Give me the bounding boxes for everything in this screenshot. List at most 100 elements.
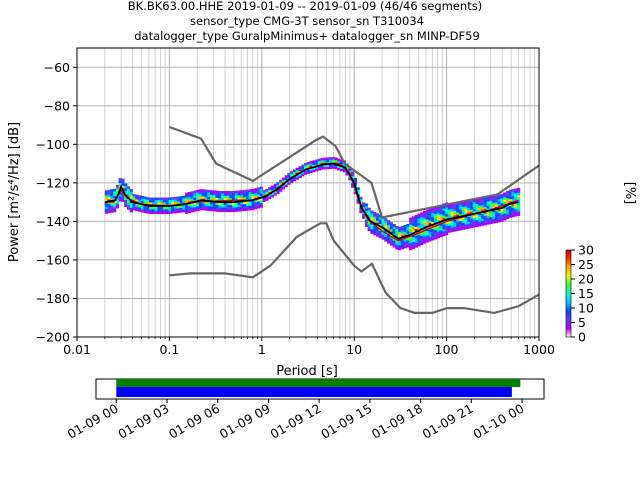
histogram-cell	[364, 222, 369, 225]
histogram-cell	[445, 223, 449, 226]
histogram-cell	[492, 213, 496, 217]
histogram-cell	[259, 198, 263, 201]
colorbar-tick-label: 20	[578, 272, 594, 287]
histogram-cell	[251, 202, 255, 206]
histogram-cell	[517, 204, 521, 207]
histogram-cell	[140, 205, 144, 208]
histogram-cell	[381, 232, 385, 236]
histogram-cell	[414, 226, 418, 230]
histogram-cell	[406, 244, 410, 248]
histogram-cell	[486, 215, 490, 218]
histogram-cell	[411, 230, 416, 233]
histogram-cell	[207, 205, 211, 209]
histogram-cell	[193, 192, 197, 196]
histogram-cell	[135, 194, 139, 198]
histogram-cell	[381, 227, 385, 231]
histogram-cell	[298, 168, 302, 172]
histogram-cell	[475, 219, 479, 223]
histogram-cell	[171, 201, 175, 205]
histogram-cell	[470, 202, 474, 205]
histogram-cell	[478, 200, 482, 204]
histogram-cell	[193, 206, 197, 210]
histogram-cell	[400, 239, 405, 243]
histogram-cell	[143, 210, 147, 214]
histogram-cell	[445, 207, 449, 210]
histogram-cell	[475, 201, 479, 204]
histogram-cell	[434, 218, 438, 221]
histogram-cell	[453, 210, 457, 214]
histogram-cell	[115, 184, 120, 188]
timeline-data-bar	[116, 379, 521, 387]
histogram-cell	[256, 189, 261, 193]
histogram-cell	[312, 167, 316, 170]
histogram-cell	[483, 213, 488, 216]
histogram-cell	[254, 190, 258, 194]
histogram-cell	[124, 197, 128, 201]
histogram-cell	[381, 237, 385, 240]
histogram-cell	[259, 202, 263, 206]
histogram-cell	[234, 197, 239, 201]
histogram-cell	[508, 191, 512, 195]
histogram-cell	[436, 226, 440, 230]
histogram-cell	[198, 193, 203, 197]
histogram-cell	[317, 165, 322, 169]
x-tick-label: 0.01	[63, 342, 91, 357]
histogram-cell	[290, 173, 294, 177]
histogram-cell	[218, 190, 222, 194]
histogram-cell	[237, 202, 241, 205]
histogram-cell	[486, 208, 490, 211]
histogram-cell	[508, 198, 512, 202]
histogram-cell	[481, 197, 485, 201]
histogram-cell	[475, 210, 479, 214]
histogram-cell	[240, 197, 244, 200]
histogram-cell	[458, 220, 463, 224]
histogram-cell	[514, 211, 518, 215]
histogram-cell	[281, 184, 286, 188]
histogram-cell	[389, 238, 393, 241]
histogram-cell	[149, 206, 153, 210]
histogram-cell	[151, 211, 156, 214]
chart-title: BK.BK63.00.HHE 2019-01-09 -- 2019-01-09 …	[128, 0, 482, 43]
histogram-cell	[406, 226, 410, 229]
histogram-cell	[306, 171, 310, 174]
histogram-cell	[467, 200, 471, 204]
histogram-cell	[406, 224, 410, 227]
histogram-cell	[439, 234, 443, 238]
histogram-cell	[187, 194, 191, 197]
histogram-cell	[494, 201, 499, 205]
histogram-cell	[395, 228, 399, 231]
histogram-cell	[243, 201, 247, 205]
histogram-cell	[511, 198, 515, 201]
histogram-cell	[173, 199, 178, 202]
histogram-cell	[475, 212, 479, 216]
histogram-cell	[182, 209, 186, 213]
histogram-cell	[409, 243, 413, 246]
histogram-cell	[215, 190, 219, 194]
histogram-cell	[251, 195, 255, 199]
histogram-cell	[207, 194, 211, 198]
histogram-cell	[234, 204, 239, 208]
histogram-cell	[126, 207, 131, 210]
histogram-cell	[132, 198, 136, 202]
histogram-cell	[478, 205, 482, 208]
histogram-cell	[384, 227, 388, 231]
histogram-cell	[486, 210, 490, 214]
histogram-cell	[492, 197, 496, 201]
histogram-cell	[126, 202, 131, 206]
histogram-cell	[370, 212, 374, 216]
histogram-cell	[417, 213, 421, 217]
histogram-cell	[414, 219, 418, 223]
timeline-tick-label: 01-09 18	[369, 401, 425, 442]
histogram-cell	[420, 237, 424, 241]
histogram-cell	[201, 191, 205, 195]
histogram-cell	[508, 210, 512, 214]
histogram-cell	[221, 190, 225, 194]
histogram-cell	[409, 222, 413, 225]
histogram-cell	[212, 197, 216, 200]
histogram-cell	[143, 198, 147, 202]
histogram-cell	[425, 239, 429, 243]
histogram-cell	[417, 239, 421, 242]
histogram-cell	[138, 197, 142, 201]
histogram-cell	[406, 240, 410, 243]
histogram-cell	[259, 186, 263, 190]
